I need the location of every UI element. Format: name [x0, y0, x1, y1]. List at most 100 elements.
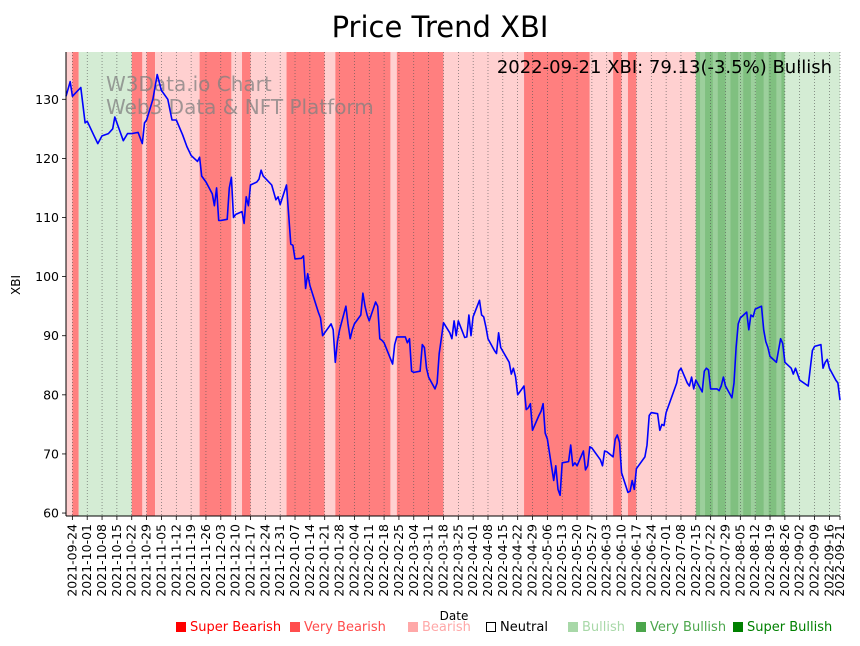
sentiment-band-bullish-stripe [738, 52, 744, 516]
x-tick-label: 2022-08-26 [777, 524, 792, 597]
legend-item-super-bearish: Super Bearish [176, 620, 281, 635]
x-tick-label: 2022-07-22 [703, 524, 718, 597]
y-tick-label: 60 [43, 506, 59, 521]
sentiment-band-very-bearish [242, 52, 251, 516]
watermark-line: Web3 Data & NFT Platform [106, 95, 374, 119]
x-tick-label: 2022-02-11 [361, 524, 376, 597]
x-tick-label: 2021-11-26 [198, 524, 213, 597]
sentiment-band-bearish [250, 52, 266, 516]
sentiment-band-very-bearish [146, 52, 156, 516]
sentiment-band-bullish [78, 52, 132, 516]
price-line-xbi [65, 73, 841, 497]
sentiment-band-bearish [589, 52, 614, 516]
x-tick-label: 2022-06-24 [643, 524, 658, 597]
x-tick-label: 2022-01-21 [317, 524, 332, 597]
x-tick-label: 2021-10-01 [79, 524, 94, 597]
x-axis-label: Date [440, 609, 469, 623]
x-tick-label: 2021-12-24 [257, 524, 272, 597]
sentiment-band-bullish-stripe [725, 52, 731, 516]
sentiment-band-bearish [142, 52, 147, 516]
y-tick-label: 120 [35, 151, 59, 166]
y-tick-label: 110 [35, 210, 59, 225]
chart-title: Price Trend XBI [332, 10, 549, 44]
y-tick-label: 90 [43, 328, 59, 343]
legend-item-bullish: Bullish [568, 620, 625, 635]
sentiment-band-bearish [621, 52, 628, 516]
sentiment-band-bearish [231, 52, 243, 516]
x-tick-label: 2022-06-17 [628, 524, 643, 597]
legend-label: Bearish [422, 620, 471, 635]
legend-swatch [176, 622, 186, 632]
legend-swatch [486, 622, 496, 632]
x-tick-label: 2022-06-03 [599, 524, 614, 597]
sentiment-band-very-bearish [199, 52, 232, 516]
x-tick-label: 2022-02-18 [376, 524, 391, 597]
x-tick-label: 2022-05-13 [554, 524, 569, 597]
sentiment-band-very-bearish [613, 52, 622, 516]
sentiment-band-very-bearish [524, 52, 590, 516]
sentiment-bands [66, 52, 840, 516]
x-tick-label: 2022-02-04 [346, 524, 361, 597]
sentiment-band-bearish [390, 52, 397, 516]
x-tick-label: 2021-10-08 [94, 524, 109, 597]
sentiment-band-bullish-stripe [763, 52, 769, 516]
y-tick-label: 130 [35, 92, 59, 107]
sentiment-band-very-bearish [131, 52, 143, 516]
legend-item-neutral: Neutral [486, 620, 548, 635]
sentiment-band-bearish [324, 52, 336, 516]
legend-swatch [733, 622, 743, 632]
sentiment-band-bullish-stripe [776, 52, 782, 516]
sentiment-band-bullish-stripe [712, 52, 718, 516]
legend-item-very-bearish: Very Bearish [290, 620, 386, 635]
legend-swatch [408, 622, 418, 632]
x-tick-label: 2022-07-08 [673, 524, 688, 597]
sentiment-band-bearish [66, 52, 73, 516]
x-tick-label: 2022-07-29 [717, 524, 732, 597]
x-tick-label: 2021-10-15 [109, 524, 124, 597]
x-tick-label: 2022-02-25 [391, 524, 406, 597]
series-group [65, 73, 841, 497]
sentiment-band-bullish [784, 52, 840, 516]
x-tick-label: 2022-08-05 [732, 524, 747, 597]
x-tick-label: 2022-03-18 [435, 524, 450, 597]
x-tick-label: 2022-08-19 [762, 524, 777, 597]
latest-price-annotation: 2022-09-21 XBI: 79.13(-3.5%) Bullish [497, 57, 832, 78]
x-tick-label: 2022-01-28 [332, 524, 347, 597]
x-tick-label: 2022-04-01 [465, 524, 480, 597]
x-tick-label: 2022-07-01 [658, 524, 673, 597]
x-tick-label: 2022-03-25 [450, 524, 465, 597]
x-tick-label: 2022-04-15 [495, 524, 510, 597]
sentiment-band-bullish-stripe [700, 52, 706, 516]
sentiment-band-bearish [443, 52, 525, 516]
x-tick-label: 2022-09-09 [807, 524, 822, 597]
x-tick-label: 2022-03-11 [421, 524, 436, 597]
legend-item-super-bullish: Super Bullish [733, 620, 832, 635]
sentiment-band-bearish [265, 52, 287, 516]
x-ticks: 2021-09-24 2021-10-01 2021-10-08 2021-10-15… [64, 516, 847, 597]
x-tick-label: 2022-01-14 [302, 524, 317, 597]
x-tick-label: 2022-09-16 [821, 524, 836, 597]
legend-item-bearish: Bearish [408, 620, 471, 635]
y-tick-label: 70 [43, 446, 59, 461]
x-tick-label: 2022-09-21 [832, 524, 847, 597]
x-tick-label: 2021-10-29 [139, 524, 154, 597]
legend-swatch [568, 622, 578, 632]
legend-swatch [636, 622, 646, 632]
x-tick-label: 2022-08-12 [747, 524, 762, 597]
x-tick-label: 2022-06-10 [614, 524, 629, 597]
x-tick-label: 2021-12-31 [272, 524, 287, 597]
x-tick-label: 2022-05-27 [584, 524, 599, 597]
sentiment-band-very-bearish [627, 52, 637, 516]
x-tick-label: 2022-04-29 [525, 524, 540, 597]
x-tick-label: 2021-11-19 [183, 524, 198, 597]
watermark-line: W3Data.io Chart [106, 72, 272, 96]
x-tick-label: 2021-10-22 [124, 524, 139, 597]
legend-label: Very Bullish [650, 620, 727, 635]
sentiment-band-very-bearish [335, 52, 391, 516]
sentiment-band-bullish-stripe [750, 52, 756, 516]
x-tick-label: 2021-11-05 [153, 524, 168, 597]
legend-item-very-bullish: Very Bullish [636, 620, 726, 635]
legend-label: Neutral [500, 620, 548, 635]
sentiment-band-very-bearish [396, 52, 444, 516]
